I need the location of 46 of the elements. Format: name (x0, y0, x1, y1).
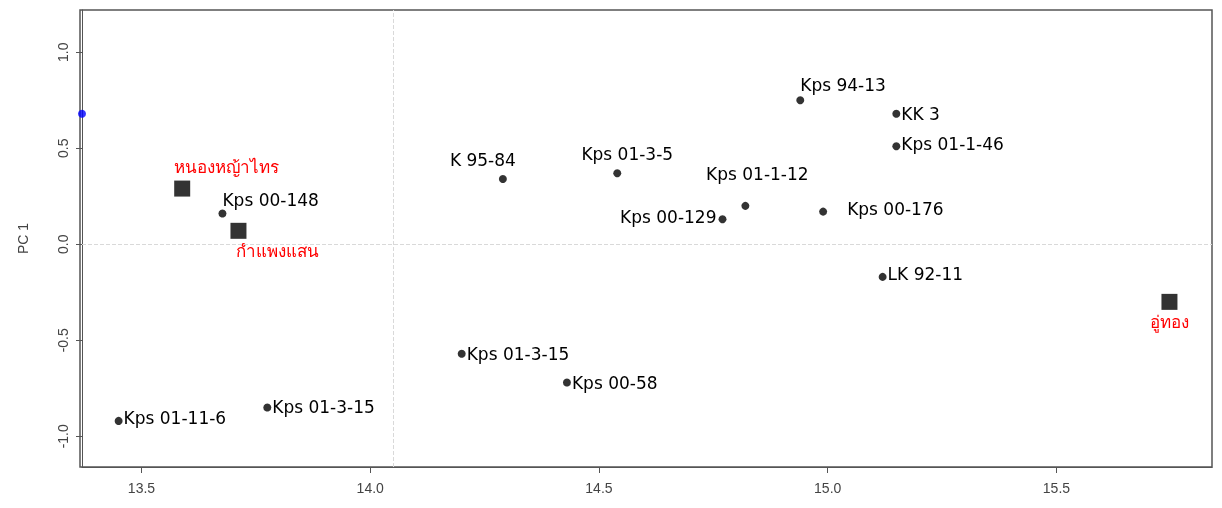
annotation: Kps 00-129 (620, 207, 717, 228)
y-axis-title: PC 1 (15, 222, 31, 255)
y-tick-label: 1.0 (55, 42, 71, 62)
x-tick-label: 14.0 (356, 480, 385, 496)
y-tick-label: -0.5 (55, 327, 71, 353)
annotation: Kps 00-176 (847, 198, 944, 219)
point (1161, 293, 1178, 310)
y-tick-label: 0.0 (55, 234, 71, 254)
point (78, 109, 86, 118)
annotation: LK 92-11 (887, 263, 964, 284)
x-tick-label: 14.5 (585, 480, 613, 496)
annotation: Kps 00-148 (222, 189, 319, 210)
point (174, 180, 191, 197)
point (892, 109, 901, 118)
annotation: Kps 01-1-12 (706, 163, 809, 184)
annotation: Kps 01-3-5 (581, 144, 674, 165)
y-tick-label: 0.5 (55, 138, 71, 158)
point (613, 169, 622, 178)
point (796, 96, 805, 105)
x-tick-label: 13.5 (127, 480, 156, 496)
annotation: Kps 94-13 (800, 75, 886, 96)
point (263, 403, 272, 412)
x-tick-label: 15.0 (814, 480, 842, 496)
point (114, 416, 123, 425)
y-tick-label: -1.0 (55, 424, 71, 449)
annotation: อู่ทอง (1149, 311, 1189, 333)
x-tick-label: 15.5 (1042, 480, 1071, 496)
point (892, 142, 901, 151)
annotation: K 95-84 (449, 149, 516, 170)
point (498, 174, 507, 183)
point (718, 215, 727, 224)
point (878, 272, 887, 281)
point (218, 209, 227, 218)
point (230, 222, 247, 239)
annotation: Kps 00-58 (571, 372, 658, 393)
annotation: Kps 01-3-15 (466, 343, 570, 364)
point (741, 201, 750, 210)
annotation: Kps 01-11-6 (123, 407, 227, 428)
annotation: Kps 01-3-15 (272, 397, 375, 418)
point (457, 349, 466, 358)
annotation: KK 3 (901, 103, 940, 124)
annotation: หนองหญ้าไทร (174, 156, 280, 177)
point (562, 378, 571, 387)
annotation: Kps 01-1-46 (901, 134, 1004, 155)
point (819, 207, 828, 216)
annotation: กำแพงแสน (236, 240, 320, 261)
